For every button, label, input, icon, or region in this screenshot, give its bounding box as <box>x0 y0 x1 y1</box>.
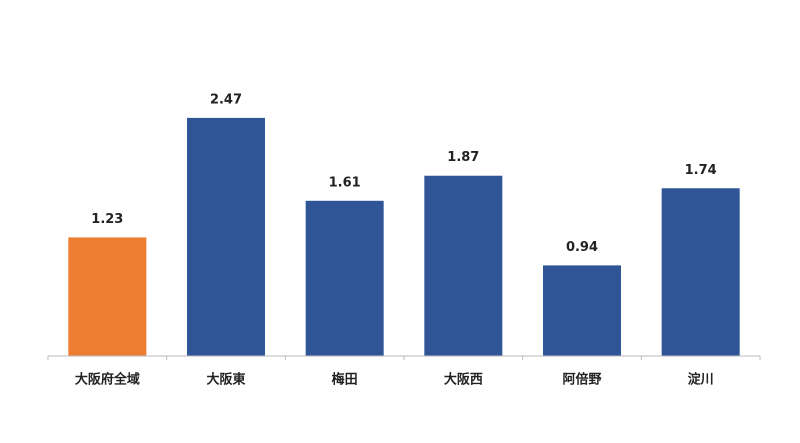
x-tick-label: 大阪府全域 <box>75 372 140 388</box>
data-label: 1.87 <box>447 150 479 165</box>
data-label: 0.94 <box>566 240 598 255</box>
bar <box>187 117 265 356</box>
bar <box>543 265 621 356</box>
bar <box>424 175 503 356</box>
bar <box>68 237 147 356</box>
x-tick-label: 梅田 <box>332 372 358 388</box>
x-tick-label: 大阪東 <box>206 372 245 388</box>
data-label: 1.23 <box>91 212 123 227</box>
data-label: 1.61 <box>329 175 361 190</box>
data-label: 2.47 <box>210 92 242 107</box>
x-tick-label: 阿倍野 <box>562 372 601 388</box>
x-tick-label: 大阪西 <box>444 372 483 388</box>
x-tick-label: 淀川 <box>688 372 714 388</box>
bar <box>305 200 384 356</box>
data-label: 1.74 <box>685 163 717 178</box>
bar <box>661 188 740 356</box>
